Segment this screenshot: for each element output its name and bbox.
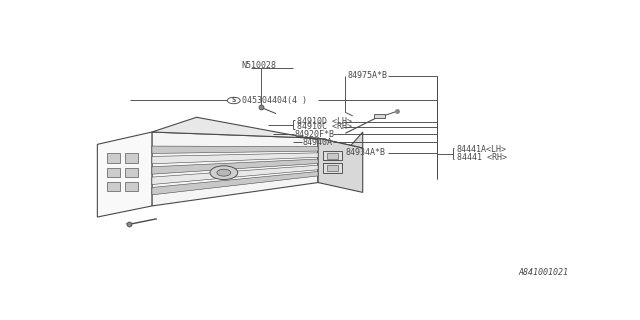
Polygon shape xyxy=(152,146,318,154)
Bar xyxy=(125,182,138,191)
Polygon shape xyxy=(152,172,318,195)
Bar xyxy=(326,165,339,171)
Text: 84920F*B: 84920F*B xyxy=(294,130,334,139)
Bar xyxy=(108,153,120,163)
Text: S: S xyxy=(232,98,236,103)
Polygon shape xyxy=(152,117,363,148)
Bar xyxy=(374,114,385,118)
Text: N510028: N510028 xyxy=(241,61,276,70)
Polygon shape xyxy=(152,132,318,206)
Bar xyxy=(108,167,120,177)
Bar xyxy=(323,151,342,160)
Text: A841001021: A841001021 xyxy=(518,268,568,277)
Circle shape xyxy=(210,166,237,180)
Bar xyxy=(323,163,342,173)
Bar xyxy=(326,153,339,159)
Text: 045304404(4 ): 045304404(4 ) xyxy=(242,96,307,105)
Text: 84441A<LH>: 84441A<LH> xyxy=(457,145,507,154)
Polygon shape xyxy=(152,159,318,174)
Text: 84940A: 84940A xyxy=(302,138,332,147)
Text: 84910C <RH>: 84910C <RH> xyxy=(297,122,352,131)
Bar xyxy=(125,167,138,177)
Polygon shape xyxy=(97,132,152,217)
Polygon shape xyxy=(152,153,318,164)
Text: 84441 <RH>: 84441 <RH> xyxy=(457,153,507,162)
Bar xyxy=(125,153,138,163)
Circle shape xyxy=(217,169,231,176)
Polygon shape xyxy=(318,138,363,192)
Circle shape xyxy=(227,97,240,104)
Text: 84975A*B: 84975A*B xyxy=(348,71,388,80)
Polygon shape xyxy=(152,165,318,185)
Bar xyxy=(108,182,120,191)
Text: 84934A*B: 84934A*B xyxy=(346,148,385,157)
Polygon shape xyxy=(318,132,363,182)
Text: 84910D <LH>: 84910D <LH> xyxy=(297,117,352,126)
